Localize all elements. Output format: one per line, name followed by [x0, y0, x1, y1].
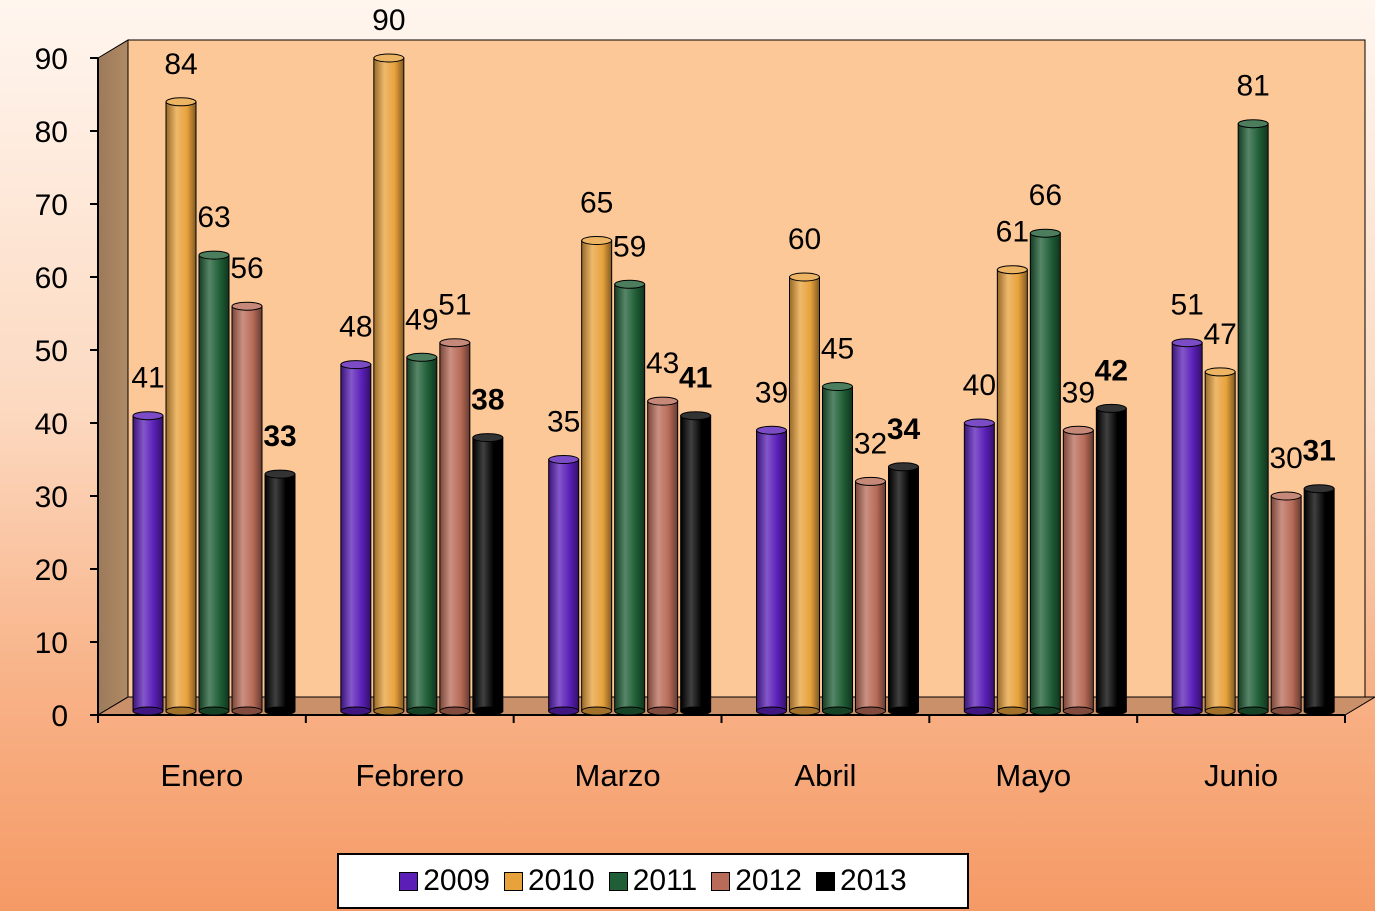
bar [855, 476, 886, 716]
y-tick-label: 60 [35, 262, 68, 295]
data-label: 43 [646, 347, 679, 380]
data-label: 30 [1269, 442, 1302, 475]
y-tick-label: 70 [35, 189, 68, 222]
data-label: 63 [197, 201, 230, 234]
data-label: 81 [1236, 70, 1269, 103]
bar [789, 272, 820, 716]
bar [340, 360, 372, 716]
bar [888, 462, 919, 716]
data-label: 51 [1170, 289, 1203, 322]
data-label: 38 [471, 384, 504, 417]
bar [614, 279, 646, 716]
data-label: 32 [854, 427, 887, 460]
data-label: 56 [230, 252, 263, 285]
data-label: 61 [996, 216, 1029, 249]
data-label: 48 [339, 311, 372, 344]
legend-item: 2010 [503, 864, 595, 898]
legend-swatch [711, 871, 731, 891]
legend-item: 2012 [711, 864, 802, 898]
back-wall [127, 39, 1366, 698]
data-label: 66 [1029, 179, 1062, 212]
legend-label: 2011 [632, 864, 698, 897]
category-label: Febrero [355, 758, 464, 793]
bar [1204, 367, 1236, 716]
data-label: 49 [405, 303, 438, 336]
data-label: 39 [755, 376, 788, 409]
legend-swatch [816, 871, 835, 891]
legend-item: 2011 [608, 864, 698, 898]
bar [1062, 425, 1094, 716]
y-tick-label: 10 [35, 627, 68, 660]
y-tick-label: 50 [35, 335, 68, 368]
bar [373, 53, 405, 716]
category-label: Junio [1204, 758, 1278, 793]
side-wall [97, 39, 129, 716]
data-label: 41 [679, 362, 712, 395]
category-label: Marzo [575, 758, 661, 793]
bar [963, 418, 995, 716]
legend-item: 2009 [399, 864, 490, 898]
category-label: Abril [794, 758, 856, 793]
bar [231, 301, 263, 716]
bar [1237, 119, 1269, 716]
bar [996, 265, 1028, 716]
data-label: 33 [263, 420, 296, 453]
bar [581, 236, 613, 716]
bar [680, 411, 712, 716]
y-tick-label: 90 [35, 43, 68, 76]
bar [472, 433, 504, 716]
bar-chart: 0 10 20 30 40 50 60 70 80 90 Enero Febrero Marzo Abr… [35, 4, 1375, 793]
bar [406, 352, 438, 716]
y-tick-label: 20 [35, 554, 68, 587]
legend-swatch [503, 871, 523, 891]
bar [165, 97, 197, 716]
bar [1095, 403, 1127, 716]
data-label: 41 [131, 362, 164, 395]
data-label: 51 [438, 289, 471, 322]
data-label: 84 [164, 48, 197, 81]
bar [198, 250, 230, 716]
bar [1029, 228, 1061, 716]
data-label: 31 [1302, 435, 1335, 468]
legend: 2009 2010 2011 2012 2013 [337, 853, 969, 909]
legend-label: 2010 [527, 864, 595, 897]
bar [756, 425, 787, 716]
data-label: 45 [821, 333, 854, 366]
y-tick-label: 30 [35, 481, 68, 514]
legend-swatch [399, 871, 419, 891]
data-label: 35 [547, 406, 580, 439]
legend-swatch [608, 871, 628, 891]
bar [132, 411, 164, 716]
bar [264, 469, 296, 716]
bar [1303, 484, 1335, 716]
data-label: 60 [788, 223, 821, 256]
data-label: 42 [1095, 354, 1128, 387]
y-tick-label: 40 [35, 408, 68, 441]
legend-label: 2012 [735, 864, 802, 897]
bar [548, 455, 580, 716]
bar [439, 338, 471, 716]
data-label: 40 [963, 369, 996, 402]
legend-label: 2009 [423, 864, 490, 897]
data-label: 59 [613, 230, 646, 263]
y-tick-label: 80 [35, 116, 68, 149]
category-label: Enero [161, 758, 244, 793]
legend-item: 2013 [816, 864, 907, 898]
data-label: 90 [372, 4, 405, 37]
bar [822, 382, 853, 716]
data-label: 47 [1203, 318, 1236, 351]
legend-label: 2013 [840, 864, 907, 897]
bar [1171, 338, 1203, 716]
bar [1270, 491, 1302, 716]
data-label: 65 [580, 187, 613, 220]
y-tick-label: 0 [51, 700, 68, 733]
bar [647, 396, 679, 716]
category-label: Mayo [995, 758, 1071, 793]
data-label: 34 [887, 413, 921, 446]
data-label: 39 [1062, 376, 1095, 409]
